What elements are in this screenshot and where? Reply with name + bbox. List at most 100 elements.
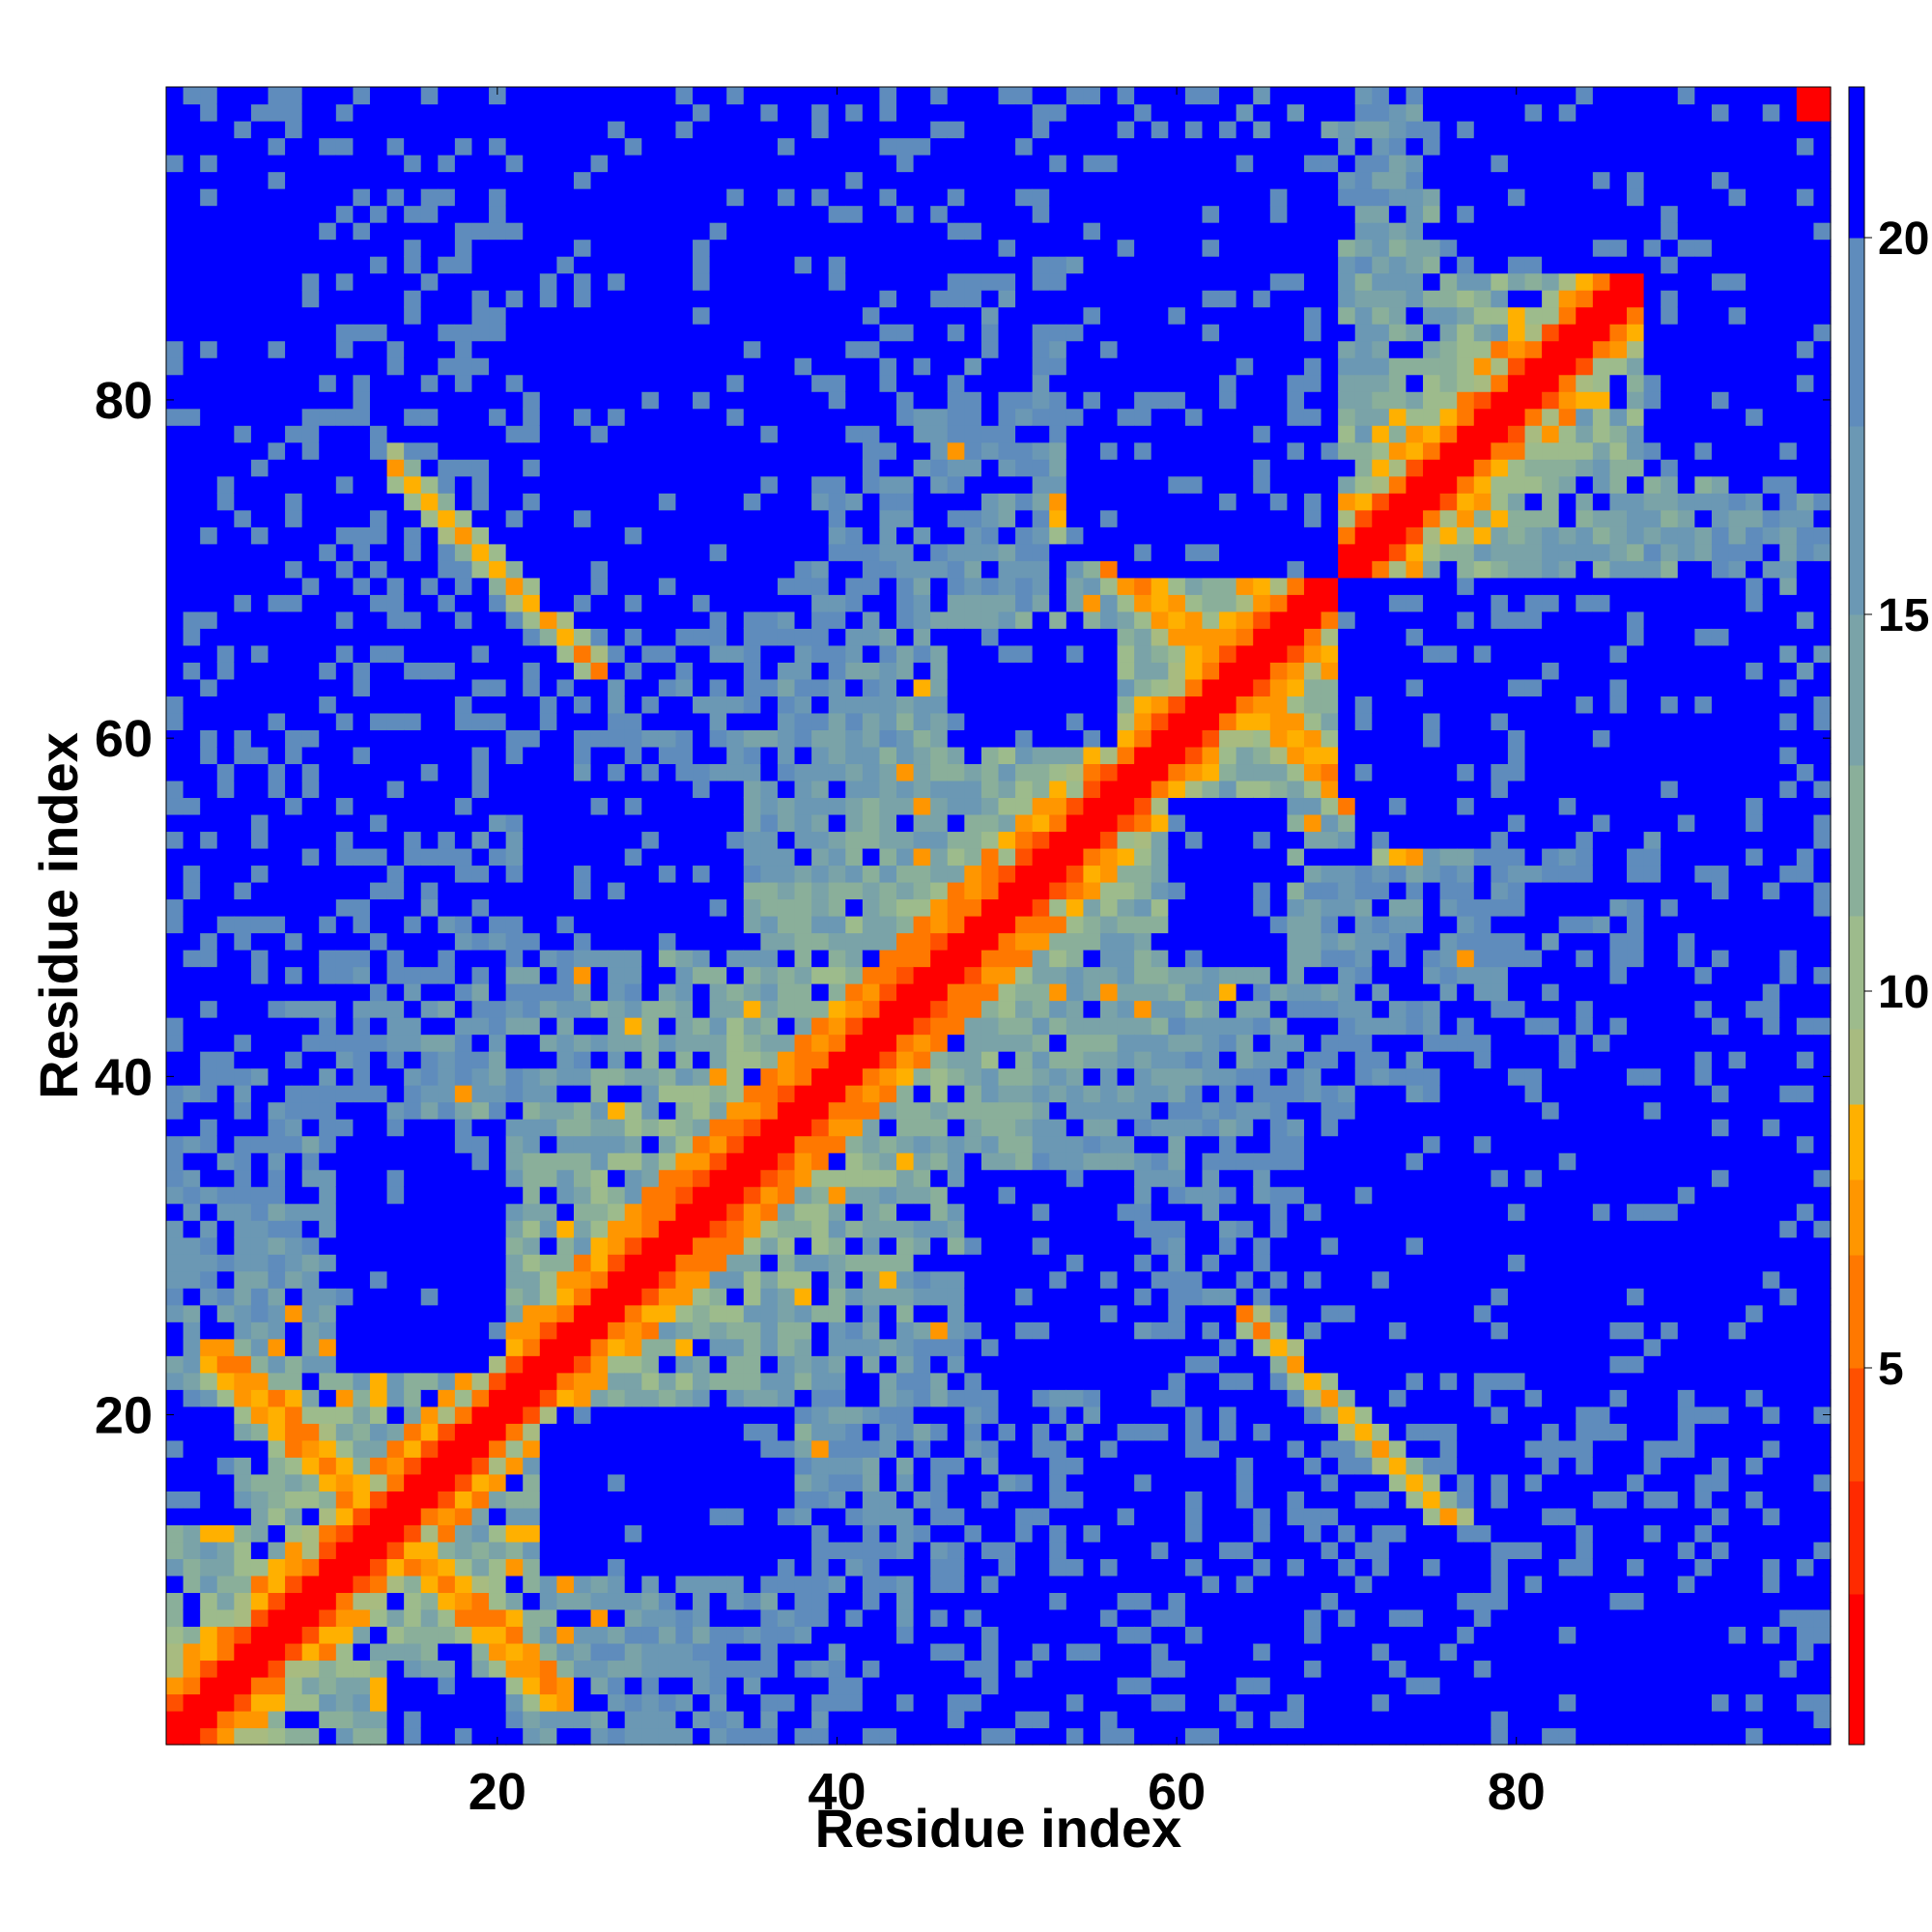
heatmap-cell	[693, 205, 711, 223]
heatmap-cell	[200, 628, 218, 646]
heatmap-cell	[590, 1051, 609, 1069]
heatmap-cell	[658, 340, 677, 358]
heatmap-cell	[1015, 1592, 1034, 1610]
heatmap-cell	[234, 1372, 252, 1390]
heatmap-cell	[930, 1355, 949, 1374]
heatmap-cell	[760, 1085, 779, 1103]
heatmap-cell	[234, 1676, 252, 1695]
heatmap-cell	[301, 1338, 320, 1356]
heatmap-cell	[285, 696, 303, 714]
heatmap-cell	[777, 1017, 796, 1036]
heatmap-cell	[947, 1288, 965, 1306]
heatmap-cell	[726, 1355, 745, 1374]
heatmap-cell	[693, 1135, 711, 1153]
heatmap-cell	[998, 1423, 1016, 1441]
heatmap-cell	[489, 1169, 507, 1187]
heatmap-cell	[608, 408, 626, 426]
heatmap-cell	[726, 1288, 745, 1306]
heatmap-cell	[743, 1220, 761, 1238]
heatmap-cell	[166, 256, 185, 274]
heatmap-cell	[930, 644, 949, 663]
heatmap-cell	[556, 983, 575, 1002]
heatmap-cell	[862, 746, 881, 765]
heatmap-cell	[896, 1389, 915, 1407]
heatmap-cell	[794, 1626, 812, 1644]
heatmap-cell	[523, 475, 541, 494]
heatmap-cell	[353, 1304, 371, 1322]
heatmap-cell	[539, 222, 557, 241]
heatmap-cell	[573, 1270, 592, 1289]
heatmap-cell	[200, 611, 218, 629]
heatmap-cell	[386, 1000, 405, 1018]
heatmap-cell	[268, 577, 286, 595]
heatmap-cell	[964, 780, 982, 799]
heatmap-cell	[471, 137, 490, 156]
heatmap-cell	[369, 526, 388, 545]
heatmap-cell	[523, 813, 541, 833]
heatmap-cell	[913, 577, 931, 595]
heatmap-cell	[183, 611, 201, 629]
heatmap-cell	[523, 171, 541, 189]
heatmap-cell	[386, 137, 405, 156]
heatmap-cell	[980, 137, 1000, 156]
heatmap-cell	[1015, 1473, 1034, 1492]
heatmap-cell	[862, 425, 881, 443]
heatmap-cell	[335, 644, 354, 663]
heatmap-cell	[896, 1203, 915, 1221]
heatmap-cell	[471, 865, 490, 883]
heatmap-cell	[726, 560, 745, 579]
heatmap-cell	[301, 797, 320, 815]
heatmap-cell	[845, 797, 864, 815]
heatmap-cell	[879, 205, 897, 223]
heatmap-cell	[301, 746, 320, 765]
heatmap-cell	[675, 222, 694, 241]
heatmap-cell	[811, 847, 830, 867]
heatmap-cell	[404, 865, 422, 883]
heatmap-cell	[641, 1457, 660, 1475]
heatmap-cell	[590, 1152, 609, 1171]
heatmap-cell	[913, 1389, 931, 1407]
heatmap-cell	[166, 475, 185, 494]
heatmap-cell	[183, 205, 201, 223]
heatmap-cell	[573, 1389, 592, 1407]
heatmap-cell	[250, 272, 270, 291]
heatmap-cell	[964, 357, 982, 376]
heatmap-cell	[505, 1693, 524, 1712]
heatmap-cell	[811, 678, 830, 696]
heatmap-cell	[556, 1642, 575, 1662]
heatmap-cell	[369, 1270, 388, 1289]
heatmap-cell	[930, 865, 949, 883]
heatmap-cell	[200, 1642, 218, 1662]
heatmap-cell	[268, 966, 286, 984]
heatmap-cell	[166, 1592, 185, 1610]
heatmap-cell	[234, 611, 252, 629]
heatmap-cell	[335, 1608, 354, 1628]
heatmap-cell	[268, 1592, 286, 1610]
heatmap-cell	[420, 1389, 439, 1407]
heatmap-cell	[726, 493, 745, 511]
heatmap-cell	[319, 425, 337, 443]
heatmap-cell	[404, 121, 422, 139]
heatmap-cell	[505, 1642, 524, 1662]
heatmap-cell	[624, 1541, 642, 1559]
heatmap-cell	[523, 1135, 541, 1153]
heatmap-cell	[862, 475, 881, 494]
heatmap-cell	[234, 696, 252, 714]
heatmap-cell	[335, 1220, 354, 1238]
heatmap-cell	[420, 391, 439, 410]
heatmap-cell	[268, 898, 286, 917]
heatmap-cell	[624, 272, 642, 291]
heatmap-cell	[166, 898, 185, 917]
heatmap-cell	[726, 1676, 745, 1695]
heatmap-cell	[489, 763, 507, 781]
heatmap-cell	[454, 1288, 473, 1306]
heatmap-cell	[964, 1119, 982, 1137]
heatmap-cell	[250, 1372, 270, 1390]
heatmap-cell	[760, 155, 779, 173]
heatmap-cell	[353, 1034, 371, 1052]
heatmap-cell	[301, 1541, 320, 1559]
heatmap-cell	[183, 1203, 201, 1221]
heatmap-cell	[980, 509, 1000, 527]
heatmap-cell	[913, 357, 931, 376]
heatmap-cell	[166, 1051, 185, 1069]
